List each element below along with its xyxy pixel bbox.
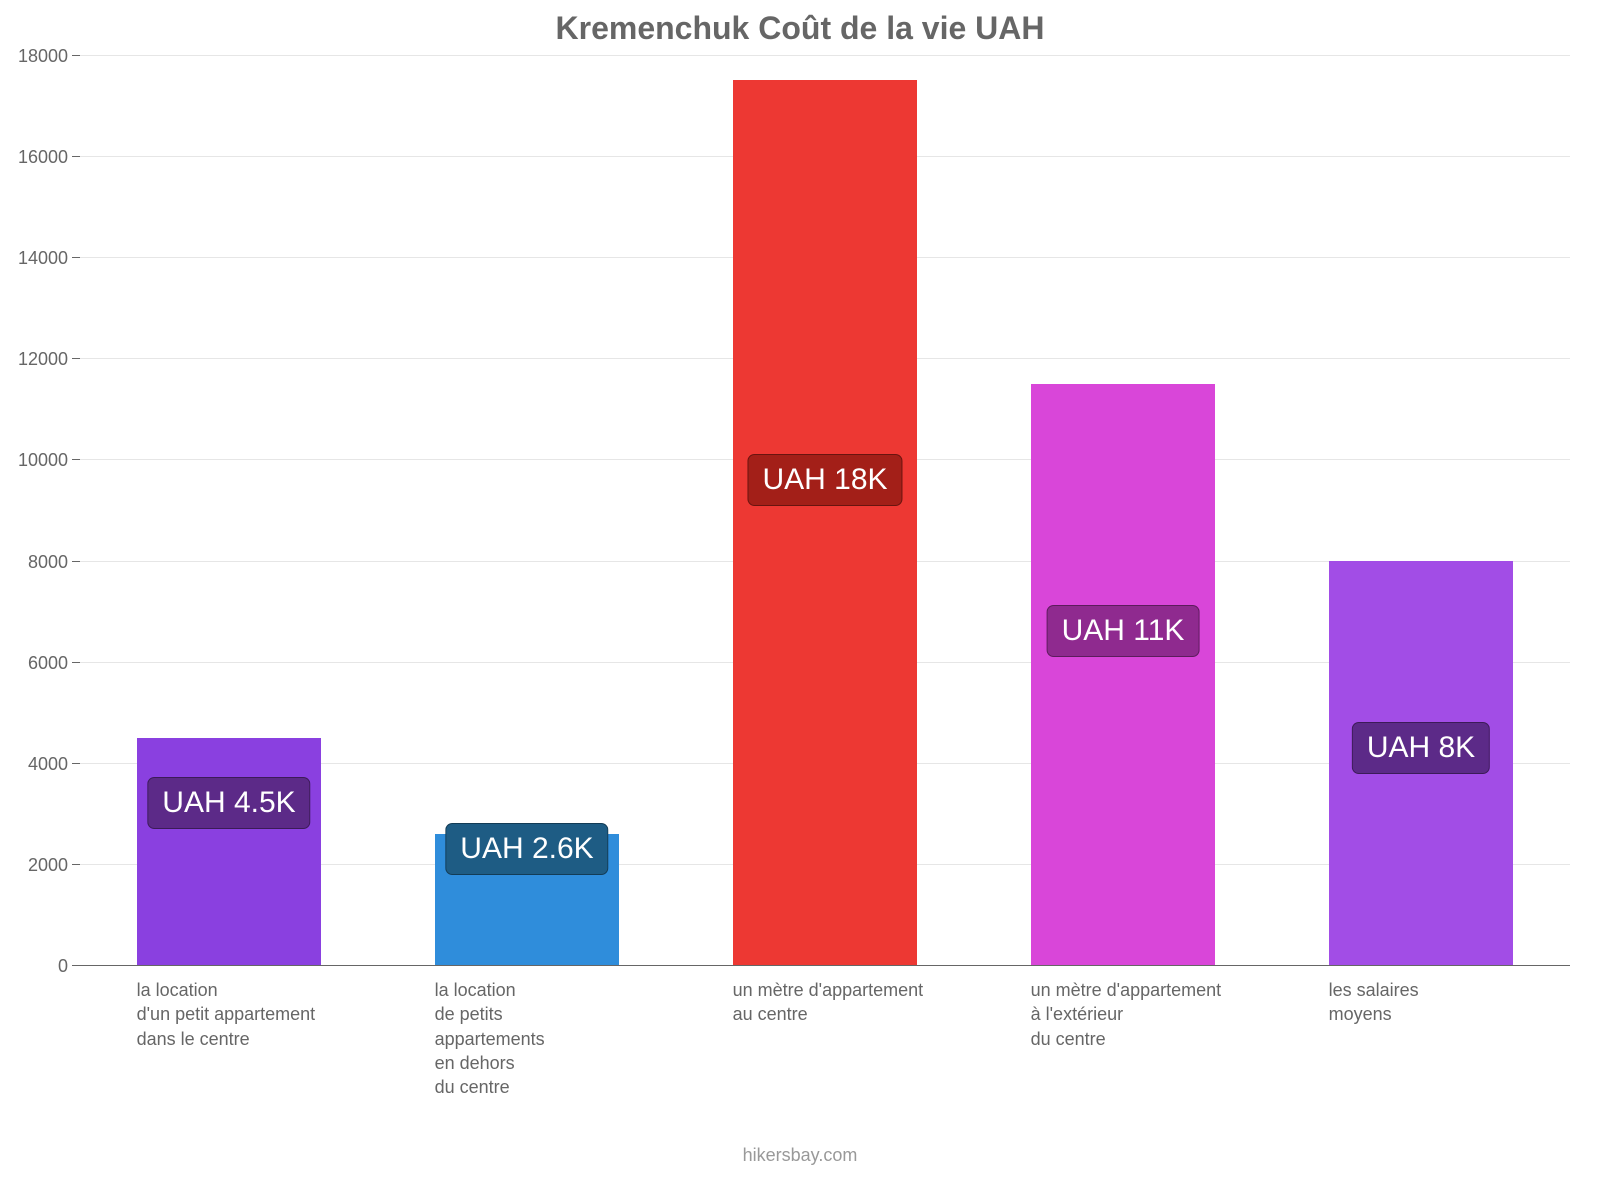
y-tick-label: 0 [58,956,68,977]
y-tick-label: 16000 [18,147,68,168]
y-tick-label: 8000 [28,552,68,573]
gridline: 18000 [80,55,1570,56]
x-tick-label: les salaires moyens [1329,978,1554,1027]
y-tick-label: 10000 [18,450,68,471]
bar-value-label: UAH 2.6K [445,823,608,875]
bar-value-label: UAH 4.5K [147,777,310,829]
x-tick-label: un mètre d'appartement à l'extérieur du … [1031,978,1256,1051]
y-tick-label: 6000 [28,653,68,674]
y-tick-label: 2000 [28,855,68,876]
bar [137,738,322,966]
x-tick-label: la location d'un petit appartement dans … [137,978,362,1051]
bar-value-label: UAH 8K [1352,722,1490,774]
x-tick-label: un mètre d'appartement au centre [733,978,958,1027]
gridline: 0 [80,965,1570,966]
y-tick-label: 18000 [18,46,68,67]
bar-value-label: UAH 18K [747,454,902,506]
y-tick-label: 4000 [28,754,68,775]
x-tick-label: la location de petits appartements en de… [435,978,660,1099]
bar-value-label: UAH 11K [1047,605,1200,657]
plot-area: 0200040006000800010000120001400016000180… [80,55,1570,965]
attribution: hikersbay.com [0,1145,1600,1166]
bar [1031,384,1216,965]
y-tick-label: 14000 [18,248,68,269]
bar [733,80,918,965]
y-tick-label: 12000 [18,349,68,370]
chart-title: Kremenchuk Coût de la vie UAH [0,10,1600,47]
cost-of-living-chart: Kremenchuk Coût de la vie UAH 0200040006… [0,0,1600,1200]
